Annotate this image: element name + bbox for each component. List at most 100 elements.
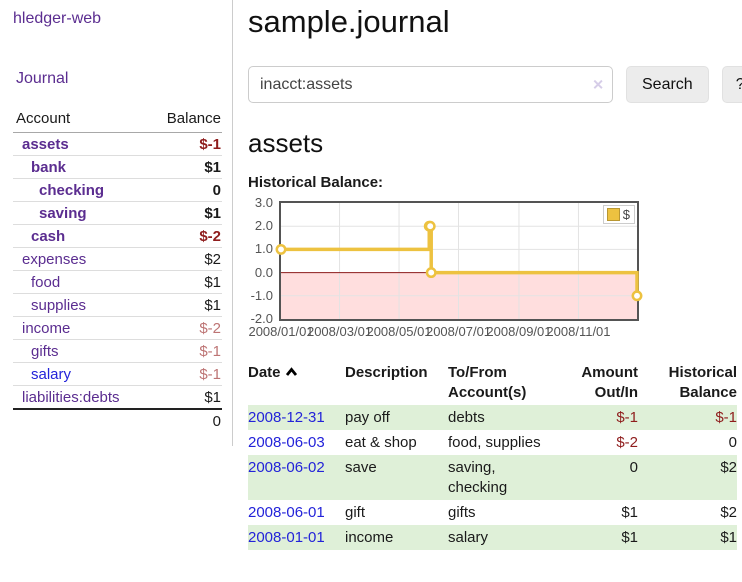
x-tick-label: 2008/05/01 <box>366 324 432 339</box>
account-link[interactable]: bank <box>31 158 67 176</box>
chart-y-axis: 3.0 2.0 1.0 0.0 -1.0 -2.0 <box>248 195 279 344</box>
y-tick-label: -1.0 <box>250 287 273 303</box>
transaction-accounts: food, supplies <box>448 433 541 451</box>
account-row: assets $-1 <box>13 132 222 156</box>
account-link[interactable]: assets <box>22 135 69 153</box>
chart-plot-area: $ <box>275 201 643 321</box>
accounts-total-spacer <box>13 408 149 433</box>
y-tick-label: -2.0 <box>250 311 273 326</box>
account-row: food $1 <box>13 270 222 294</box>
register-table: Date Description To/From Account(s) Amou… <box>248 361 737 550</box>
account-row: income $-2 <box>13 316 222 340</box>
account-link[interactable]: liabilities:debts <box>22 388 120 406</box>
transaction-description: save <box>345 458 377 476</box>
transaction-accounts: gifts <box>448 503 476 521</box>
transaction-accounts: salary <box>448 528 489 546</box>
account-balance: $1 <box>148 385 222 410</box>
accounts-table-header-row: Account Balance <box>13 108 222 133</box>
account-balance: $-1 <box>148 362 222 386</box>
transaction-accounts: debts <box>448 408 485 426</box>
search-input[interactable] <box>248 66 613 103</box>
page-title: sample.journal <box>248 4 450 39</box>
amount-column-header: Amount Out/In <box>581 364 638 401</box>
app-brand-link[interactable]: hledger-web <box>13 10 102 27</box>
account-balance: $1 <box>148 155 222 179</box>
account-row: gifts $-1 <box>13 339 222 363</box>
y-tick-label: 0.0 <box>254 264 273 280</box>
help-button[interactable]: ? <box>721 66 742 103</box>
y-tick-label: 2.0 <box>254 218 273 234</box>
chart-x-axis: 2008/01/01 2008/03/01 2008/05/01 2008/07/01… <box>248 324 639 344</box>
search-form: ✕ Search ? <box>248 66 742 103</box>
account-link[interactable]: income <box>22 319 71 337</box>
account-balance: $-2 <box>148 224 222 248</box>
series-legend-label: $ <box>622 207 630 222</box>
chart-legend: $ <box>602 205 635 224</box>
transaction-description: gift <box>345 503 366 521</box>
x-tick-label: 2008/03/01 <box>306 324 373 339</box>
sidebar-item-journal[interactable]: Journal <box>16 70 69 87</box>
search-button[interactable]: Search <box>626 66 709 103</box>
transaction-balance: $1 <box>720 528 737 546</box>
register-header-row: Date Description To/From Account(s) Amou… <box>248 361 737 405</box>
transaction-amount: $-1 <box>616 408 638 426</box>
account-row: cash $-2 <box>13 224 222 248</box>
account-balance: 0 <box>148 178 222 202</box>
account-link[interactable]: food <box>31 273 61 291</box>
accounts-table: Account Balance assets $-1 bank $1 checking 0… <box>13 108 222 433</box>
account-balance: $-2 <box>148 316 222 340</box>
account-link[interactable]: gifts <box>31 342 59 360</box>
account-balance: $1 <box>148 270 222 294</box>
clear-search-icon[interactable]: ✕ <box>592 76 604 92</box>
transaction-amount: $-2 <box>616 433 638 451</box>
transaction-balance: $2 <box>720 458 737 476</box>
account-balance: $1 <box>148 201 222 225</box>
account-link[interactable]: supplies <box>31 296 87 314</box>
transaction-date-link[interactable]: 2008-12-31 <box>248 408 325 426</box>
account-row: bank $1 <box>13 155 222 179</box>
register-row: 2008-06-01 gift gifts $1 $2 <box>248 500 737 525</box>
historical-balance-chart: 3.0 2.0 1.0 0.0 -1.0 -2.0 $ 2008/01/01 2008/03… <box>248 195 742 344</box>
accounts-total-balance: 0 <box>148 408 222 433</box>
y-tick-label: 3.0 <box>254 195 273 210</box>
account-row: salary $-1 <box>13 362 222 386</box>
transaction-amount: $1 <box>621 503 638 521</box>
account-link[interactable]: expenses <box>22 250 87 268</box>
x-tick-label: 2008/07/01 <box>425 324 492 339</box>
transaction-date-link[interactable]: 2008-06-02 <box>248 458 325 476</box>
balance-column-header-register: Historical Balance <box>668 364 737 401</box>
transaction-description: income <box>345 528 394 546</box>
date-header-label: Date <box>248 364 281 381</box>
transaction-amount: $1 <box>621 528 638 546</box>
account-row: supplies $1 <box>13 293 222 317</box>
transaction-date-link[interactable]: 2008-01-01 <box>248 528 325 546</box>
account-row: checking 0 <box>13 178 222 202</box>
account-link[interactable]: checking <box>39 181 105 199</box>
account-balance: $-1 <box>148 132 222 156</box>
register-row: 2008-01-01 income salary $1 $1 <box>248 525 737 550</box>
account-row: liabilities:debts $1 <box>13 385 222 410</box>
transaction-balance: $-1 <box>715 408 737 426</box>
main-content: sample.journal ✕ Search ? assets Histori… <box>233 0 742 582</box>
transaction-date-link[interactable]: 2008-06-01 <box>248 503 325 521</box>
balance-chart-svg <box>275 203 643 319</box>
search-box: ✕ <box>248 66 613 103</box>
sidebar: hledger-web Journal Account Balance asse… <box>0 0 233 446</box>
sort-ascending-icon <box>285 363 298 383</box>
account-row: saving $1 <box>13 201 222 225</box>
account-link[interactable]: cash <box>31 227 66 245</box>
account-link[interactable]: salary <box>31 365 72 383</box>
account-column-header: Account <box>13 108 149 133</box>
description-column-header: Description <box>345 364 428 381</box>
register-row: 2008-06-02 save saving, checking 0 $2 <box>248 455 737 500</box>
date-column-header: Date <box>248 361 345 405</box>
transaction-accounts: saving, checking <box>448 458 508 496</box>
x-tick-label: 2008/09/01 <box>486 324 552 339</box>
transaction-date-link[interactable]: 2008-06-03 <box>248 433 325 451</box>
accounts-column-header: To/From Account(s) <box>448 364 527 401</box>
x-tick-label: 2008/11/01 <box>546 324 611 339</box>
register-table-body: 2008-12-31 pay off debts $-1 $-1 2008-06-03 ea… <box>248 405 737 550</box>
account-link[interactable]: saving <box>39 204 87 222</box>
transaction-balance: 0 <box>728 433 737 451</box>
account-balance: $-1 <box>148 339 222 363</box>
